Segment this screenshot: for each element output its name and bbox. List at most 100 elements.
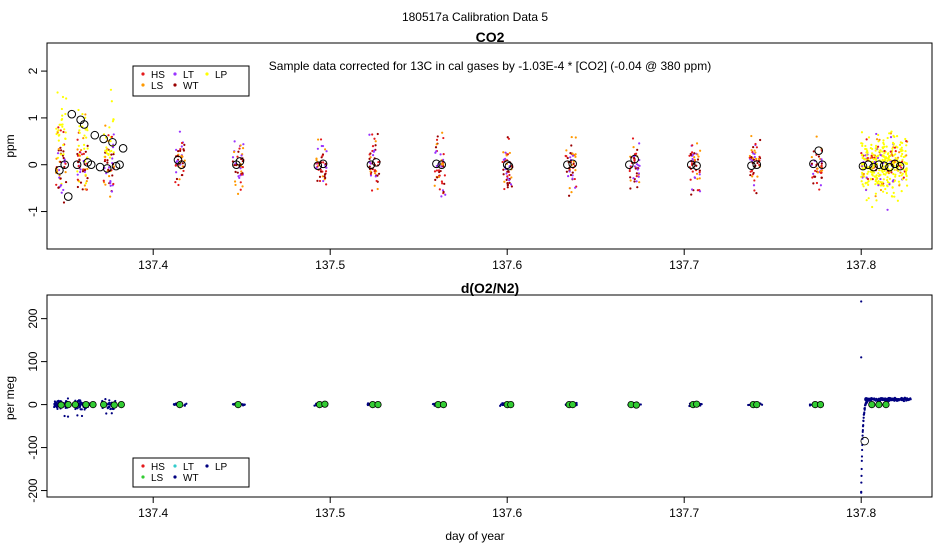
co2-data-point: [749, 170, 752, 173]
co2-data-point: [507, 170, 510, 173]
co2-data-point: [901, 149, 904, 152]
co2-data-point: [440, 162, 444, 165]
co2-data-point: [696, 189, 699, 192]
x-tick-label: 137.6: [492, 258, 522, 272]
co2-data-point: [62, 153, 65, 156]
co2-data-point: [316, 138, 320, 141]
co2-data-point: [440, 165, 443, 168]
o2n2-data-point: [884, 397, 887, 400]
co2-data-point: [897, 169, 900, 172]
o2n2-data-point: [108, 405, 111, 409]
co2-data-point: [904, 137, 907, 141]
co2-data-point: [323, 175, 326, 178]
co2-data-point: [182, 169, 185, 173]
o2n2-mean-marker: [57, 401, 65, 409]
co2-data-point: [76, 185, 79, 189]
co2-data-point: [820, 164, 823, 167]
co2-data-point: [874, 195, 877, 198]
co2-data-point: [757, 157, 760, 160]
o2n2-data-point: [243, 403, 246, 406]
o2n2-data-point: [107, 402, 110, 405]
o2n2-recovery-point: [860, 455, 864, 458]
co2-data-point: [325, 183, 328, 186]
x-tick-label: 137.8: [846, 258, 876, 272]
co2-data-point: [635, 152, 638, 155]
co2-data-point: [874, 149, 877, 152]
co2-data-point: [180, 141, 184, 145]
co2-data-point: [888, 132, 891, 135]
co2-data-point: [105, 146, 108, 149]
legend-marker-hs: [141, 464, 145, 468]
co2-data-point: [888, 183, 891, 186]
co2-data-point: [175, 148, 178, 151]
co2-data-point: [86, 129, 89, 132]
co2-data-point: [508, 181, 511, 184]
legend-label-wt: WT: [183, 473, 199, 484]
co2-data-point: [886, 181, 890, 184]
co2-data-point: [108, 175, 111, 178]
co2-data-point: [443, 174, 446, 177]
o2n2-mean-marker: [321, 400, 329, 408]
o2n2-recovery-point: [863, 411, 866, 414]
co2-data-point: [110, 190, 114, 193]
co2-data-point: [753, 179, 756, 182]
co2-data-point: [106, 161, 109, 164]
co2-data-point: [750, 134, 753, 138]
x-tick-label: 137.7: [669, 258, 699, 272]
co2-data-point: [57, 186, 60, 189]
o2n2-data-point: [904, 397, 907, 401]
co2-data-point: [752, 152, 755, 155]
co2-data-point: [376, 132, 379, 136]
o2n2-recovery-point: [860, 467, 863, 471]
co2-data-point: [637, 172, 640, 175]
co2-data-point: [899, 162, 902, 165]
co2-data-point: [108, 126, 111, 129]
co2-data-point: [506, 175, 509, 178]
o2n2-data-point: [902, 399, 906, 403]
co2-data-point: [861, 183, 864, 186]
co2-data-point: [77, 144, 80, 147]
o2n2-recovery-point: [862, 419, 865, 423]
co2-data-point: [866, 150, 869, 153]
co2-data-point: [894, 173, 897, 176]
co2-data-point: [59, 177, 62, 180]
co2-data-point: [698, 177, 701, 180]
co2-data-point: [63, 128, 66, 131]
co2-data-point: [885, 171, 888, 174]
co2-data-point: [506, 186, 509, 189]
co2-data-point: [874, 180, 877, 183]
co2-data-point: [60, 184, 63, 187]
co2-data-point: [84, 182, 88, 185]
co2-data-point: [444, 193, 447, 196]
co2-data-point: [434, 146, 438, 149]
co2-data-point: [60, 191, 63, 194]
co2-data-point: [506, 181, 509, 185]
co2-data-point: [867, 136, 871, 139]
o2n2-data-point: [909, 398, 912, 401]
o2n2-mean-marker: [100, 400, 108, 409]
co2-data-point: [865, 199, 868, 202]
co2-data-point: [811, 176, 814, 179]
co2-data-point: [111, 157, 114, 160]
co2-data-point: [817, 155, 821, 158]
co2-data-point: [698, 171, 701, 174]
co2-data-point: [374, 144, 377, 147]
co2-data-point: [691, 157, 694, 161]
co2-data-point: [876, 145, 880, 148]
co2-data-point: [59, 149, 63, 152]
co2-data-point: [241, 166, 244, 169]
co2-data-point: [78, 125, 81, 128]
co2-data-point: [570, 135, 573, 139]
co2-data-point: [63, 165, 66, 169]
co2-data-point: [810, 155, 813, 159]
co2-data-point: [877, 172, 880, 175]
co2-data-point: [814, 169, 817, 172]
co2-data-point: [905, 154, 908, 157]
co2-data-point: [76, 138, 79, 141]
co2-data-point: [104, 124, 107, 127]
co2-data-point: [886, 179, 889, 182]
co2-data-point: [368, 165, 371, 168]
co2-data-point: [324, 162, 327, 165]
co2-mean-marker: [118, 144, 128, 153]
co2-data-point: [882, 143, 886, 146]
